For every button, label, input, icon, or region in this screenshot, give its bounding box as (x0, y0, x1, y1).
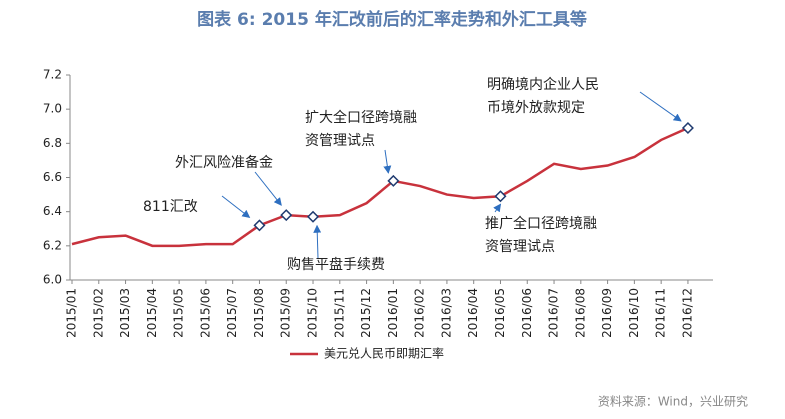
x-tick-label: 2015/07 (225, 288, 239, 338)
x-tick-label: 2016/04 (466, 288, 480, 338)
x-tick-label: 2016/08 (573, 288, 587, 338)
annotation-arrow (639, 91, 682, 122)
x-tick-label: 2016/02 (413, 288, 427, 338)
x-tick-label: 2015/03 (118, 288, 132, 338)
x-tick-label: 2016/09 (600, 288, 614, 338)
source: 资料来源：Wind，兴业研究 (598, 394, 748, 409)
annotation-arrow (313, 224, 322, 259)
x-tick-label: 2016/11 (654, 288, 668, 338)
series-line (71, 126, 689, 248)
annotation-marker (307, 210, 320, 223)
chart-title: 图表 6: 2015 年汇改前后的汇率走势和外汇工具等 (197, 9, 587, 30)
annotation-text: 外汇风险准备金 (175, 154, 273, 171)
annotation-text: 明确境内企业人民 (487, 76, 599, 93)
annotation-text: 资管理试点 (305, 133, 375, 149)
y-tick-label: 6.6 (43, 170, 62, 184)
annotation-marker (387, 174, 400, 187)
x-tick-label: 2015/01 (65, 288, 79, 338)
x-tick-label: 2015/05 (172, 288, 186, 338)
annotation-marker (681, 121, 694, 134)
legend-label: 美元兑人民币即期汇率 (324, 346, 444, 361)
y-tick-label: 6.4 (43, 204, 62, 218)
x-tick-label: 2015/02 (91, 288, 105, 338)
annotation-text: 推广全口径跨境融 (485, 215, 597, 232)
y-tick-label: 6.8 (43, 136, 62, 150)
annotation-marker (280, 209, 293, 222)
x-tick-label: 2015/04 (145, 288, 159, 338)
x-tick-label: 2016/01 (386, 288, 400, 338)
x-tick-label: 2015/12 (359, 288, 373, 338)
x-tick-label: 2015/11 (332, 288, 346, 338)
x-tick-label: 2015/09 (279, 288, 293, 338)
y-tick-label: 7.0 (43, 102, 62, 116)
annotation-text: 资管理试点 (485, 239, 555, 255)
annotation-text: 币境外放款规定 (487, 100, 585, 116)
x-tick-label: 2016/06 (520, 288, 534, 338)
y-tick-label: 6.0 (43, 273, 62, 287)
x-tick-label: 2016/07 (547, 288, 561, 338)
annotation-text: 扩大全口径跨境融 (305, 109, 417, 126)
annotation-marker (494, 190, 507, 203)
x-tick-label: 2015/08 (252, 288, 266, 338)
annotation-arrow (493, 203, 502, 213)
annotation-arrow (383, 149, 392, 174)
y-tick-label: 6.2 (43, 238, 62, 252)
annotation-arrow (221, 195, 251, 218)
annotation-arrow (254, 171, 282, 206)
x-tick-label: 2016/03 (439, 288, 453, 338)
x-tick-label: 2016/12 (680, 288, 694, 338)
annotation-text: 购售平盘手续费 (287, 256, 385, 273)
x-tick-label: 2016/05 (493, 288, 507, 338)
x-tick-label: 2015/06 (198, 288, 212, 338)
annotation-marker (253, 219, 266, 232)
x-tick-label: 2016/10 (627, 288, 641, 338)
y-tick-label: 7.2 (43, 68, 62, 82)
annotation-text: 811汇改 (143, 199, 198, 215)
x-tick-label: 2015/10 (306, 288, 320, 338)
